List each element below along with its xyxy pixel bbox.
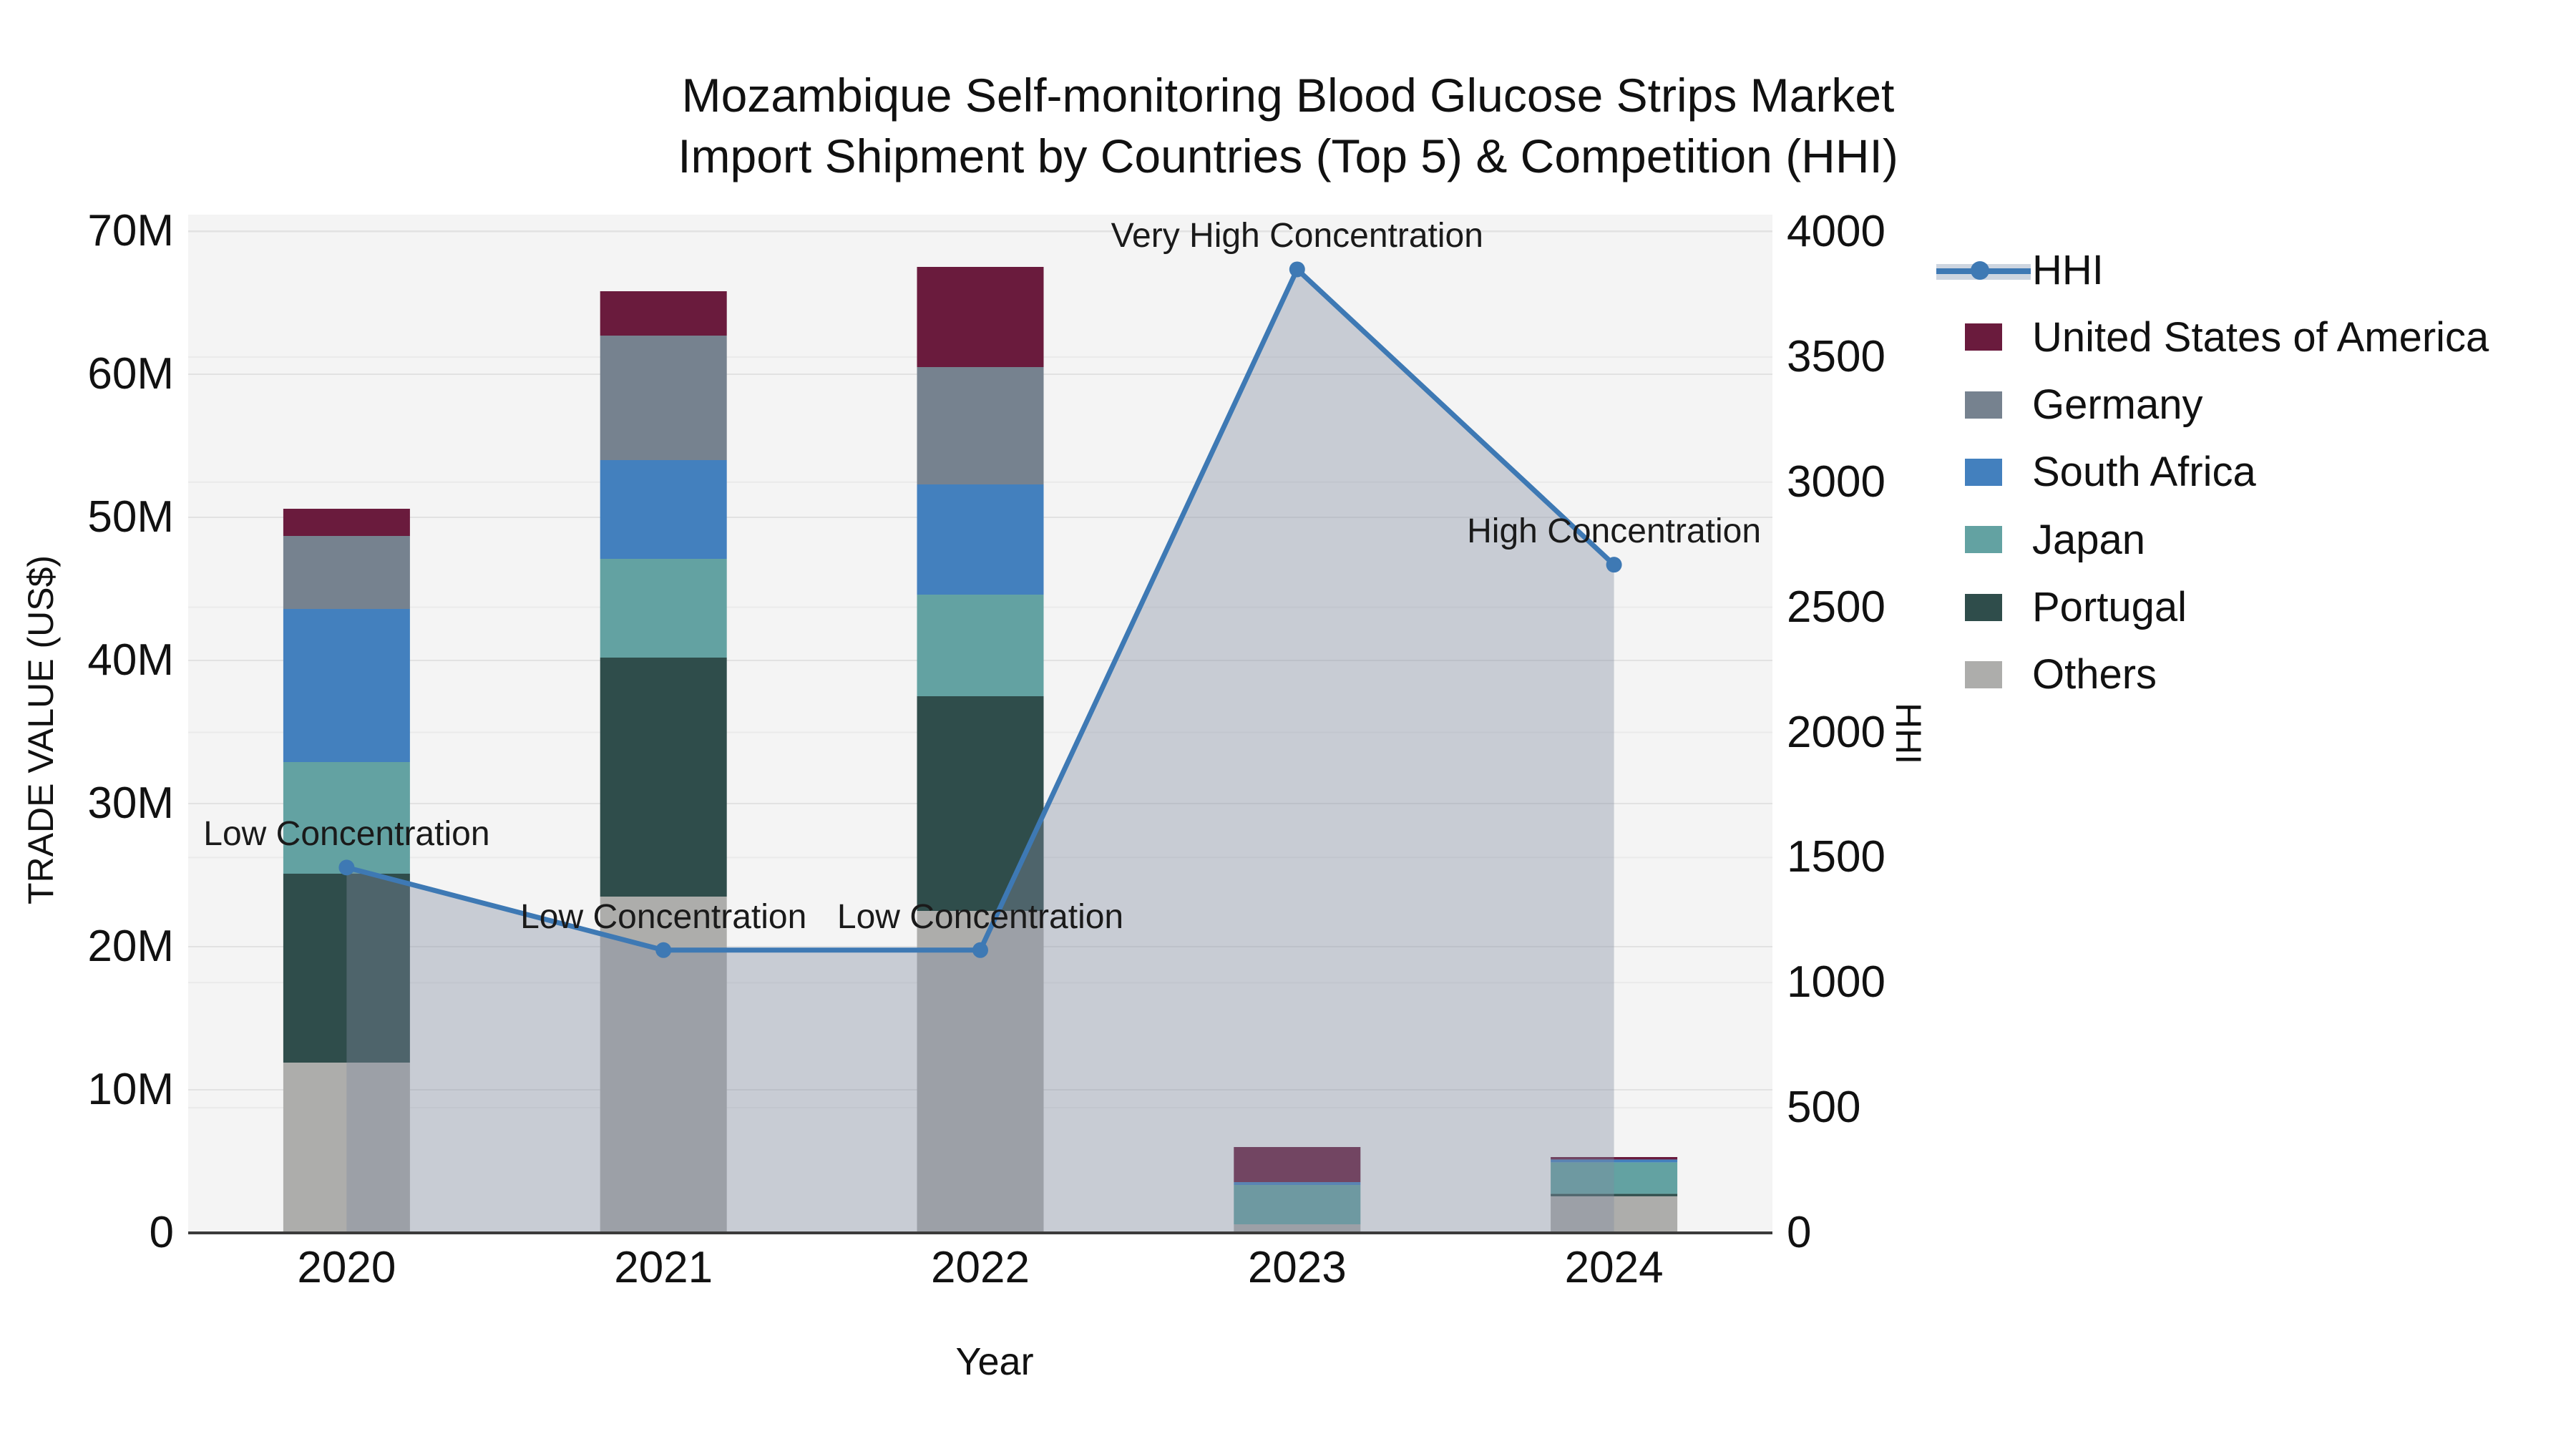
x-axis-title: Year [955, 1340, 1034, 1383]
bar-segment-2020-germany[interactable] [283, 536, 410, 609]
x-tick-2024: 2024 [1564, 1243, 1664, 1292]
bar-segment-2023-south-africa[interactable] [1234, 1182, 1361, 1185]
y-right-tick-1000: 1000 [1787, 957, 1885, 1008]
y-left-tick-70M: 70M [87, 206, 174, 255]
y-left-tick-0: 0 [149, 1208, 174, 1257]
y-left-tick-30M: 30M [87, 779, 174, 828]
y-left-tick-40M: 40M [87, 635, 174, 685]
legend-label: Japan [2032, 516, 2146, 563]
annotation-2020: Low Concentration [203, 815, 490, 854]
hhi-legend-swatch-icon [1936, 255, 2031, 284]
bar-segment-2022-south-africa[interactable] [917, 484, 1044, 595]
legend-item-united-states-of-america[interactable]: United States of America [1932, 303, 2562, 371]
bar-segment-2021-germany[interactable] [600, 336, 727, 460]
annotation-2024: High Concentration [1467, 512, 1762, 551]
y-right-tick-500: 500 [1787, 1083, 1861, 1133]
bar-segment-2024-united-states-of-america[interactable] [1551, 1157, 1678, 1160]
legend-color-swatch-icon [1965, 593, 2002, 621]
y-axis-left-title: TRADE VALUE (US$) [21, 555, 61, 905]
legend-label: United States of America [2032, 313, 2489, 361]
legend-color-swatch-icon [1965, 391, 2002, 419]
legend-color-swatch-icon [1965, 526, 2002, 554]
legend-item-others[interactable]: Others [1932, 641, 2562, 708]
bar-segment-2023-united-states-of-america[interactable] [1234, 1147, 1361, 1182]
legend-label: HHI [2032, 246, 2104, 293]
legend-item-south-africa[interactable]: South Africa [1932, 439, 2562, 506]
annotation-2021: Low Concentration [520, 897, 807, 936]
bar-segment-2024-japan[interactable] [1551, 1162, 1678, 1194]
legend-item-germany[interactable]: Germany [1932, 371, 2562, 439]
y-right-tick-1500: 1500 [1787, 832, 1885, 882]
legend-label: South Africa [2032, 449, 2256, 496]
bar-segment-2020-united-states-of-america[interactable] [283, 509, 410, 536]
bar-segment-2021-south-africa[interactable] [600, 460, 727, 559]
legend-label: Germany [2032, 381, 2203, 429]
hhi-marker-icon [1971, 261, 1989, 280]
y-right-tick-3500: 3500 [1787, 331, 1885, 381]
bar-segment-2023-others[interactable] [1234, 1224, 1361, 1233]
legend-label: Portugal [2032, 584, 2187, 630]
bar-segment-2023-japan[interactable] [1234, 1185, 1361, 1224]
hhi-marker-2021[interactable] [655, 942, 672, 958]
hhi-area-fill [346, 269, 1614, 1233]
hhi-marker-2023[interactable] [1289, 261, 1305, 278]
bar-segment-2022-portugal[interactable] [917, 696, 1044, 911]
chart-title-line-1: Mozambique Self-monitoring Blood Glucose… [681, 69, 1895, 122]
y-left-tick-60M: 60M [87, 349, 174, 399]
y-right-tick-4000: 4000 [1787, 207, 1885, 256]
legend-item-hhi[interactable]: HHI [1932, 236, 2562, 303]
hhi-marker-2024[interactable] [1606, 557, 1622, 573]
x-tick-2023: 2023 [1247, 1243, 1347, 1292]
y-left-tick-10M: 10M [87, 1065, 174, 1114]
bar-segment-2022-japan[interactable] [917, 595, 1044, 696]
bar-segment-2020-portugal[interactable] [283, 874, 410, 1063]
y-right-tick-3000: 3000 [1787, 457, 1885, 507]
legend-color-swatch-icon [1965, 660, 2002, 688]
bar-segment-2022-germany[interactable] [917, 367, 1044, 484]
y-left-tick-20M: 20M [87, 922, 174, 971]
y-axis-right-title: HHI [1888, 702, 1928, 765]
legend-label: Others [2032, 651, 2157, 698]
x-tick-2021: 2021 [614, 1243, 713, 1292]
bar-segment-2024-portugal[interactable] [1551, 1194, 1678, 1196]
bar-segment-2021-portugal[interactable] [600, 658, 727, 897]
bar-segment-2024-others[interactable] [1551, 1196, 1678, 1233]
x-tick-2022: 2022 [931, 1243, 1030, 1292]
bar-segment-2024-south-africa[interactable] [1551, 1159, 1678, 1163]
bar-segment-2020-japan[interactable] [283, 762, 410, 874]
bar-segment-2020-south-africa[interactable] [283, 609, 410, 762]
legend-item-japan[interactable]: Japan [1932, 506, 2562, 573]
bar-segment-2022-others[interactable] [917, 911, 1044, 1233]
bar-segment-2020-others[interactable] [283, 1063, 410, 1233]
hhi-marker-2022[interactable] [972, 942, 988, 958]
chart-title-line-2: Import Shipment by Countries (Top 5) & C… [678, 130, 1898, 182]
bar-segment-2022-united-states-of-america[interactable] [917, 267, 1044, 367]
y-right-tick-2500: 2500 [1787, 582, 1885, 632]
bar-segment-2021-united-states-of-america[interactable] [600, 291, 727, 336]
legend-color-swatch-icon [1965, 458, 2002, 486]
y-right-tick-0: 0 [1787, 1208, 1812, 1257]
y-left-tick-50M: 50M [87, 492, 174, 542]
legend-color-swatch-icon [1965, 323, 2002, 351]
annotation-2023: Very High Concentration [1111, 217, 1483, 255]
bar-segment-2021-japan[interactable] [600, 559, 727, 658]
annotation-2022: Low Concentration [836, 897, 1124, 936]
x-tick-2020: 2020 [297, 1243, 396, 1292]
legend-item-portugal[interactable]: Portugal [1932, 574, 2562, 641]
y-right-tick-2000: 2000 [1787, 707, 1885, 757]
hhi-marker-2020[interactable] [338, 859, 355, 876]
